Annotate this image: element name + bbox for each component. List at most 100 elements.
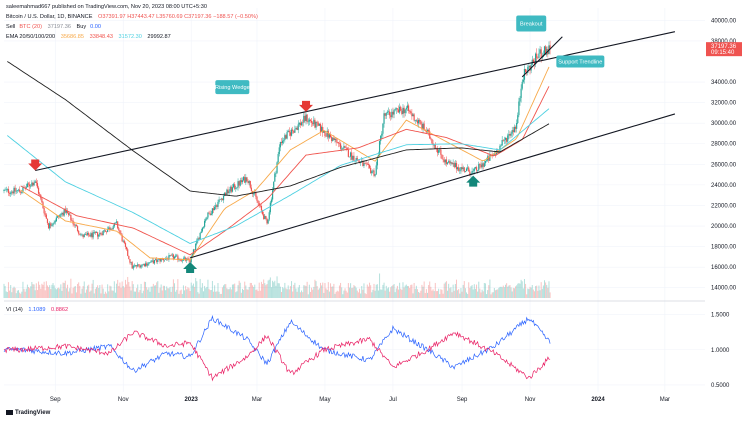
- candle-body: [197, 238, 199, 241]
- candle-body: [169, 255, 171, 256]
- volume-bar: [542, 285, 544, 298]
- volume-bar: [483, 282, 485, 298]
- sell-value[interactable]: BTC (20): [19, 24, 43, 30]
- volume-bar: [184, 290, 186, 298]
- candle-body: [255, 192, 257, 197]
- vi-label[interactable]: VI (14): [6, 307, 23, 313]
- volume-bar: [373, 283, 375, 298]
- volume-bar: [199, 278, 201, 298]
- volume-bar: [220, 293, 222, 298]
- volume-bar: [412, 293, 414, 298]
- symbol-title[interactable]: Bitcoin / U.S. Dollar, 1D, BINANCE: [6, 14, 93, 20]
- candle-body: [464, 171, 466, 172]
- callout-box[interactable]: [516, 15, 547, 32]
- volume-bar: [460, 288, 462, 298]
- candle-body: [468, 167, 470, 172]
- volume-bar: [143, 281, 145, 298]
- publisher-text: saleemahmad667 published on TradingView.…: [6, 4, 207, 10]
- volume-bar: [466, 292, 468, 298]
- volume-bar: [241, 288, 243, 298]
- candle-body: [512, 130, 514, 133]
- volume-bar: [463, 281, 465, 298]
- volume-bar: [536, 285, 538, 298]
- candle-body: [137, 264, 139, 267]
- volume-bar: [522, 288, 524, 298]
- volume-bar: [45, 281, 47, 298]
- x-tick-label: May: [319, 397, 330, 403]
- candle-body: [88, 232, 90, 236]
- candle-body: [149, 262, 151, 263]
- volume-bar: [133, 291, 135, 298]
- volume-bar: [178, 293, 180, 298]
- candle-body: [175, 255, 177, 257]
- volume-bar: [10, 285, 12, 298]
- trendline[interactable]: [189, 113, 676, 259]
- candle-body: [111, 228, 113, 230]
- candle-body: [299, 122, 302, 126]
- ema-label[interactable]: EMA 20/50/100/200: [6, 34, 56, 40]
- candle-body: [4, 189, 6, 191]
- candle-body: [238, 181, 240, 186]
- volume-bar: [498, 287, 500, 298]
- callout-box[interactable]: [215, 80, 250, 95]
- candle-body: [482, 163, 484, 167]
- candle-body: [61, 212, 63, 215]
- volume-bar: [430, 286, 432, 298]
- candle-body: [253, 193, 255, 195]
- volume-bar: [494, 290, 496, 298]
- volume-bar: [49, 285, 51, 298]
- volume-bar: [379, 273, 381, 298]
- candle-body: [357, 160, 360, 162]
- volume-bar: [508, 285, 510, 298]
- volume-bar: [275, 285, 277, 298]
- candle-body: [451, 162, 453, 164]
- down-arrow-icon: [28, 159, 43, 171]
- candle-body: [16, 190, 18, 192]
- volume-bar: [174, 283, 176, 298]
- candle-body: [89, 235, 91, 237]
- candle-body: [533, 62, 536, 65]
- vi-plus-value: 1.1089: [28, 307, 46, 313]
- volume-bar: [170, 291, 172, 298]
- volume-bar: [218, 291, 220, 298]
- volume-bar: [284, 282, 286, 298]
- tradingview-logo[interactable]: TradingView: [6, 410, 50, 416]
- candle-body: [41, 198, 43, 203]
- candle-body: [229, 186, 231, 192]
- candle-body: [3, 189, 5, 192]
- volume-bar: [512, 287, 514, 298]
- candle-body: [436, 148, 439, 153]
- trendline[interactable]: [521, 36, 563, 78]
- candle-body: [295, 127, 297, 130]
- volume-bar: [429, 281, 431, 298]
- candle-body: [327, 130, 329, 138]
- volume-bar: [137, 284, 139, 298]
- volume-bar: [313, 286, 315, 298]
- volume-bar: [120, 287, 122, 298]
- volume-bar: [176, 289, 178, 298]
- candle-body: [93, 232, 95, 233]
- volume-bar: [511, 291, 513, 298]
- candle-body: [440, 149, 442, 155]
- buy-value[interactable]: 0.00: [90, 24, 102, 30]
- volume-bar: [471, 285, 473, 298]
- volume-bar: [48, 287, 50, 298]
- volume-bar: [322, 282, 324, 298]
- candle-body: [329, 134, 332, 137]
- candle-body: [198, 238, 200, 240]
- volume-bar: [447, 290, 449, 298]
- candle-body: [475, 167, 478, 171]
- volume-bar: [219, 293, 221, 298]
- volume-bar: [135, 291, 137, 298]
- callout-box[interactable]: [556, 55, 605, 68]
- volume-bar: [163, 285, 165, 298]
- candle-body: [375, 165, 377, 175]
- trendline[interactable]: [35, 31, 676, 172]
- candle-body: [30, 186, 32, 187]
- candle-body: [171, 254, 173, 256]
- volume-bar: [238, 280, 240, 298]
- volume-bar: [59, 288, 61, 298]
- volume-bar: [486, 294, 488, 298]
- candle-body: [365, 163, 367, 165]
